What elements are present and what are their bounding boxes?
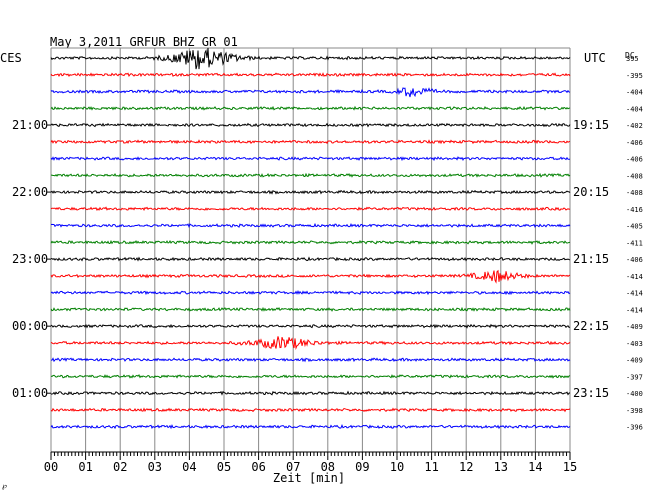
dc-offset-label: -414 <box>626 273 643 281</box>
trace-row-13 <box>50 269 571 284</box>
x-axis: 00 01 02 03 04 05 06 07 08 09 10 11 12 13 14 15 <box>44 451 577 474</box>
time-labels: 21:00 22:00 23:00 00:00 01:00 19:15 20:15 21:15… <box>12 118 609 400</box>
trace-row-9 <box>50 206 571 212</box>
right-time-label: 20:15 <box>573 185 609 199</box>
trace-row-19 <box>50 374 571 379</box>
trace-row-18 <box>50 357 571 363</box>
trace-row-10 <box>50 222 571 229</box>
dc-offset-label: -409 <box>626 323 643 331</box>
x-tick-label: 10 <box>390 460 404 474</box>
right-timezone-header: UTC <box>584 51 606 65</box>
trace-row-8 <box>50 189 571 195</box>
trace-row-0 <box>50 47 571 70</box>
traces <box>50 47 571 430</box>
trace-row-16 <box>50 323 571 329</box>
x-tick-label: 03 <box>148 460 162 474</box>
trace-row-11 <box>50 239 571 245</box>
x-tick-label: 01 <box>78 460 92 474</box>
dc-offset-label: -406 <box>626 256 643 264</box>
trace-row-4 <box>50 122 571 128</box>
trace-row-14 <box>50 289 571 296</box>
dc-offset-label: -408 <box>626 172 643 180</box>
left-time-label: 21:00 <box>12 118 48 132</box>
x-tick-label: 12 <box>459 460 473 474</box>
left-time-label: 22:00 <box>12 185 48 199</box>
dc-offset-label: -402 <box>626 122 643 130</box>
dc-header: DC <box>625 51 635 60</box>
trace-row-17 <box>50 336 571 351</box>
x-tick-label: 09 <box>355 460 369 474</box>
dc-offset-label: 395 <box>626 55 639 63</box>
trace-row-5 <box>50 139 571 145</box>
trace-row-20 <box>50 390 571 396</box>
dc-offset-label: -411 <box>626 239 643 247</box>
x-tick-label: 11 <box>424 460 438 474</box>
right-time-label: 22:15 <box>573 319 609 333</box>
left-time-label: 23:00 <box>12 252 48 266</box>
dc-offset-label: -404 <box>626 105 643 113</box>
dc-offset-label: -406 <box>626 139 643 147</box>
chart-title: May 3,2011 GRFUR BHZ GR 01 <box>50 35 238 49</box>
left-time-label: 00:00 <box>12 319 48 333</box>
left-timezone-header: CES <box>0 51 22 65</box>
dc-offset-label: -414 <box>626 290 643 298</box>
trace-row-7 <box>51 172 571 178</box>
x-tick-label: 02 <box>113 460 127 474</box>
x-tick-label: 07 <box>286 460 300 474</box>
trace-row-21 <box>50 407 571 413</box>
dc-offset-label: -408 <box>626 189 643 197</box>
dc-offset-label: -416 <box>626 206 643 214</box>
right-time-label: 19:15 <box>573 118 609 132</box>
trace-row-1 <box>50 72 571 78</box>
dc-offset-label: -398 <box>626 407 643 415</box>
dc-offset-label: -406 <box>626 156 643 164</box>
dc-offset-label: -403 <box>626 340 643 348</box>
dc-offset-label: -409 <box>626 357 643 365</box>
dc-offset-label: -405 <box>626 223 643 231</box>
dc-offset-label: -404 <box>626 89 643 97</box>
trace-row-15 <box>50 306 571 312</box>
x-tick-label: 04 <box>182 460 196 474</box>
x-tick-label: 14 <box>528 460 542 474</box>
trace-row-6 <box>50 156 571 162</box>
trace-row-3 <box>50 105 571 111</box>
trace-row-2 <box>50 87 571 98</box>
trace-row-22 <box>50 424 571 430</box>
x-tick-label: 08 <box>321 460 335 474</box>
right-time-label: 23:15 <box>573 386 609 400</box>
vertical-grid <box>50 47 571 452</box>
x-tick-label: 15 <box>563 460 577 474</box>
right-time-label: 21:15 <box>573 252 609 266</box>
trace-row-12 <box>50 256 571 262</box>
x-axis-label: Zeit [min] <box>273 471 345 485</box>
x-tick-label: 05 <box>217 460 231 474</box>
corner-mark: ℘ <box>2 482 7 490</box>
dc-offset-label: -396 <box>626 424 643 432</box>
x-tick-label: 13 <box>494 460 508 474</box>
x-tick-label: 06 <box>251 460 265 474</box>
left-time-label: 01:00 <box>12 386 48 400</box>
dc-offset-label: -414 <box>626 306 643 314</box>
dc-offset-label: -400 <box>626 390 643 398</box>
dc-offset-label: -397 <box>626 373 643 381</box>
x-tick-label: 00 <box>44 460 58 474</box>
dc-offset-labels: 395 -395 -404 -404 -402 -406 -406 -408 -408 -416 -… <box>626 55 643 432</box>
dc-offset-label: -395 <box>626 72 643 80</box>
